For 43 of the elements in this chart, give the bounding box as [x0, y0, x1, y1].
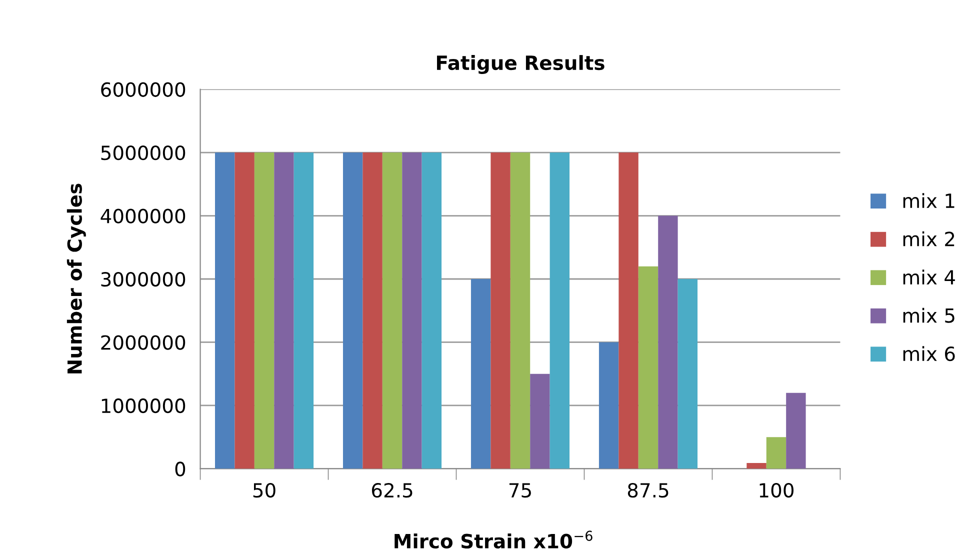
- bar: [490, 152, 510, 469]
- bar: [550, 152, 570, 469]
- bar: [530, 374, 550, 469]
- bar: [618, 152, 638, 469]
- bar: [274, 152, 294, 469]
- legend-label: mix 4: [903, 270, 955, 284]
- legend-label: mix 1: [903, 193, 954, 208]
- bar: [598, 342, 619, 469]
- bar: [786, 392, 806, 469]
- y-tick-label: 4000000: [100, 208, 186, 224]
- x-axis-title: Mirco Strain x10$^{−6}$: [394, 530, 592, 549]
- y-tick-label: 2000000: [101, 335, 186, 350]
- bar: [215, 152, 235, 469]
- x-tick-label: 50: [253, 482, 276, 498]
- y-tick-label: 0: [175, 462, 186, 476]
- bar: [638, 266, 658, 469]
- y-tick-label: 6000000: [101, 82, 186, 97]
- y-tick-label: 3000000: [101, 272, 186, 287]
- bar: [362, 152, 382, 469]
- bar: [254, 152, 274, 469]
- y-tick-label: 1000000: [102, 398, 186, 414]
- x-tick-label: 62.5: [372, 482, 412, 498]
- legend-label: mix 5: [903, 308, 954, 323]
- bar: [402, 152, 422, 469]
- legend-label: mix 2: [903, 231, 954, 246]
- bar: [422, 152, 442, 469]
- legend-label: mix 6: [903, 346, 955, 362]
- x-tick-label: 75: [509, 483, 531, 498]
- bar: [658, 216, 678, 469]
- y-axis-title: Number of Cycles: [66, 184, 86, 374]
- bar: [294, 152, 314, 469]
- chart-title: Fatigue Results: [437, 55, 604, 74]
- y-tick-label: 5000000: [101, 145, 186, 160]
- bar: [382, 152, 402, 469]
- bar: [470, 279, 491, 469]
- x-tick-label: 100: [760, 482, 794, 498]
- bar: [510, 152, 530, 469]
- bar: [342, 152, 363, 469]
- bar: [678, 279, 698, 469]
- bar: [234, 152, 254, 469]
- x-tick-label: 87.5: [628, 482, 668, 498]
- bar: [746, 463, 766, 469]
- bar: [766, 437, 786, 469]
